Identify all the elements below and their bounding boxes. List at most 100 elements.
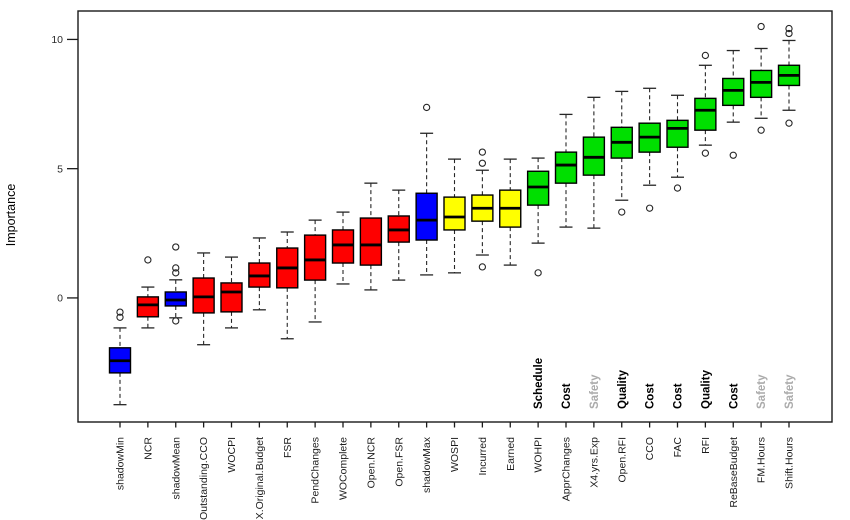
boxplot-X4.yrs.Exp: X4.yrs.Exp Safety (582, 96, 606, 488)
iqr-box (694, 97, 717, 131)
x-tick-label: ReBaseBudget (728, 437, 740, 508)
outlier-point (757, 22, 765, 31)
outlier-point (785, 119, 793, 127)
outlier-point (701, 149, 710, 157)
x-tick-label: X.Original.Budget (254, 437, 266, 519)
x-tick-label: X4.yrs.Exp (588, 437, 600, 488)
boxplot-WOComplete: WOComplete (331, 211, 355, 500)
boxplot-Open.FSR: Open.FSR (387, 189, 410, 487)
boxplot-FAC: FAC Cost (666, 94, 689, 458)
x-tick-label: WOSPI (449, 437, 461, 472)
iqr-box (666, 119, 689, 148)
iqr-box (554, 151, 578, 184)
outlier-point (172, 269, 180, 277)
x-tick-label: WOComplete (338, 437, 350, 500)
x-tick-label: Earned (505, 437, 517, 471)
iqr-box (415, 192, 438, 241)
outlier-point (172, 243, 180, 251)
kpi-category-label: Safety (589, 374, 601, 409)
outlier-point (701, 51, 710, 60)
boxplot-RFI: RFI Quality (694, 51, 717, 454)
boxplot-shadowMean: shadowMean (164, 243, 187, 500)
x-tick-label: FM.Hours (756, 437, 768, 483)
x-tick-label: NCR (142, 437, 154, 460)
outlier-point (729, 151, 737, 159)
outlier-point (757, 126, 765, 134)
boxplot-NCR: NCR (136, 256, 160, 460)
boxplot-Shift.Hours: Shift.Hours Safety (777, 24, 801, 489)
x-tick-label: Open.RFI (616, 437, 628, 483)
outlier-point (172, 317, 180, 325)
boxplot-Earned: Earned (499, 158, 522, 471)
outlier-point (673, 184, 682, 192)
outlier-point (116, 308, 124, 316)
y-tick-label: 10 (51, 34, 63, 46)
outlier-point (785, 29, 793, 38)
boxplot-Outstanding.CCO: Outstanding.CCO (192, 252, 215, 520)
kpi-category-label: Quality (700, 369, 712, 409)
x-tick-label: RFI (700, 437, 712, 454)
boxplot-ApprChanges: ApprChanges Cost (554, 113, 578, 501)
outlier-point (478, 263, 487, 271)
kpi-category-label: Safety (784, 374, 796, 409)
boxplot-ReBaseBudget: ReBaseBudget Cost (722, 49, 745, 508)
x-tick-label: FAC (672, 437, 684, 458)
x-tick-label: Outstanding.CCO (198, 437, 210, 520)
x-tick-label: CCO (644, 437, 656, 460)
boxplot-shadowMin: shadowMin (108, 308, 132, 490)
kpi-category-label: Quality (617, 369, 629, 409)
y-tick-label: 5 (57, 163, 63, 175)
x-tick-label: Open.NCR (365, 437, 377, 489)
kpi-category-label: Schedule (533, 358, 545, 409)
x-tick-label: WOCPI (226, 437, 238, 473)
x-tick-label: shadowMax (421, 436, 433, 493)
x-tick-label: PendChanges (310, 437, 322, 504)
kpi-category-label: Cost (561, 383, 573, 409)
boxplot-CCO: CCO Cost (638, 87, 661, 460)
outlier-point (478, 148, 487, 156)
x-tick-label: shadowMin (115, 437, 127, 490)
x-tick-label: Incurred (477, 437, 489, 476)
outlier-point (645, 204, 654, 212)
iqr-box (303, 234, 327, 281)
iqr-box (359, 217, 383, 266)
boxplot-Incurred: Incurred (471, 148, 494, 476)
x-tick-label: Open.FSR (393, 437, 405, 487)
boxplot-WOCPI: WOCPI (220, 256, 243, 473)
x-tick-label: WOHPI (533, 437, 545, 473)
boxplot-FSR: FSR (276, 231, 299, 458)
outlier-point (116, 313, 124, 321)
outlier-point (618, 208, 626, 216)
y-tick-label: 0 (57, 293, 63, 305)
boxplot-PendChanges: PendChanges (303, 219, 327, 504)
boxplot-Open.NCR: Open.NCR (359, 182, 383, 489)
iqr-box (331, 229, 355, 264)
kpi-category-label: Safety (756, 374, 768, 409)
x-tick-label: Shift.Hours (784, 437, 796, 489)
iqr-box (749, 69, 773, 99)
outlier-point (478, 159, 487, 167)
iqr-box (722, 77, 745, 107)
outlier-point (172, 264, 180, 272)
y-axis: 0 5 10 (51, 34, 78, 305)
boxplot-WOSPI: WOSPI (443, 158, 466, 472)
y-axis-title: Importance (4, 184, 18, 247)
iqr-box (136, 296, 160, 318)
iqr-box (443, 196, 466, 231)
kpi-category-label: Cost (645, 383, 657, 409)
x-tick-label: FSR (282, 437, 294, 458)
boxplot-Open.RFI: Open.RFI Quality (610, 90, 633, 483)
x-tick-label: shadowMean (170, 437, 182, 500)
iqr-box (192, 277, 215, 314)
outlier-point (144, 256, 152, 264)
outlier-point (785, 24, 793, 33)
boxplot-X.Original.Budget: X.Original.Budget (248, 237, 271, 519)
x-tick-label: ApprChanges (561, 437, 573, 501)
boxplot-FM.Hours: FM.Hours Safety (749, 22, 773, 483)
kpi-category-label: Cost (673, 383, 685, 409)
outlier-point (534, 269, 542, 277)
outlier-point (422, 103, 431, 112)
